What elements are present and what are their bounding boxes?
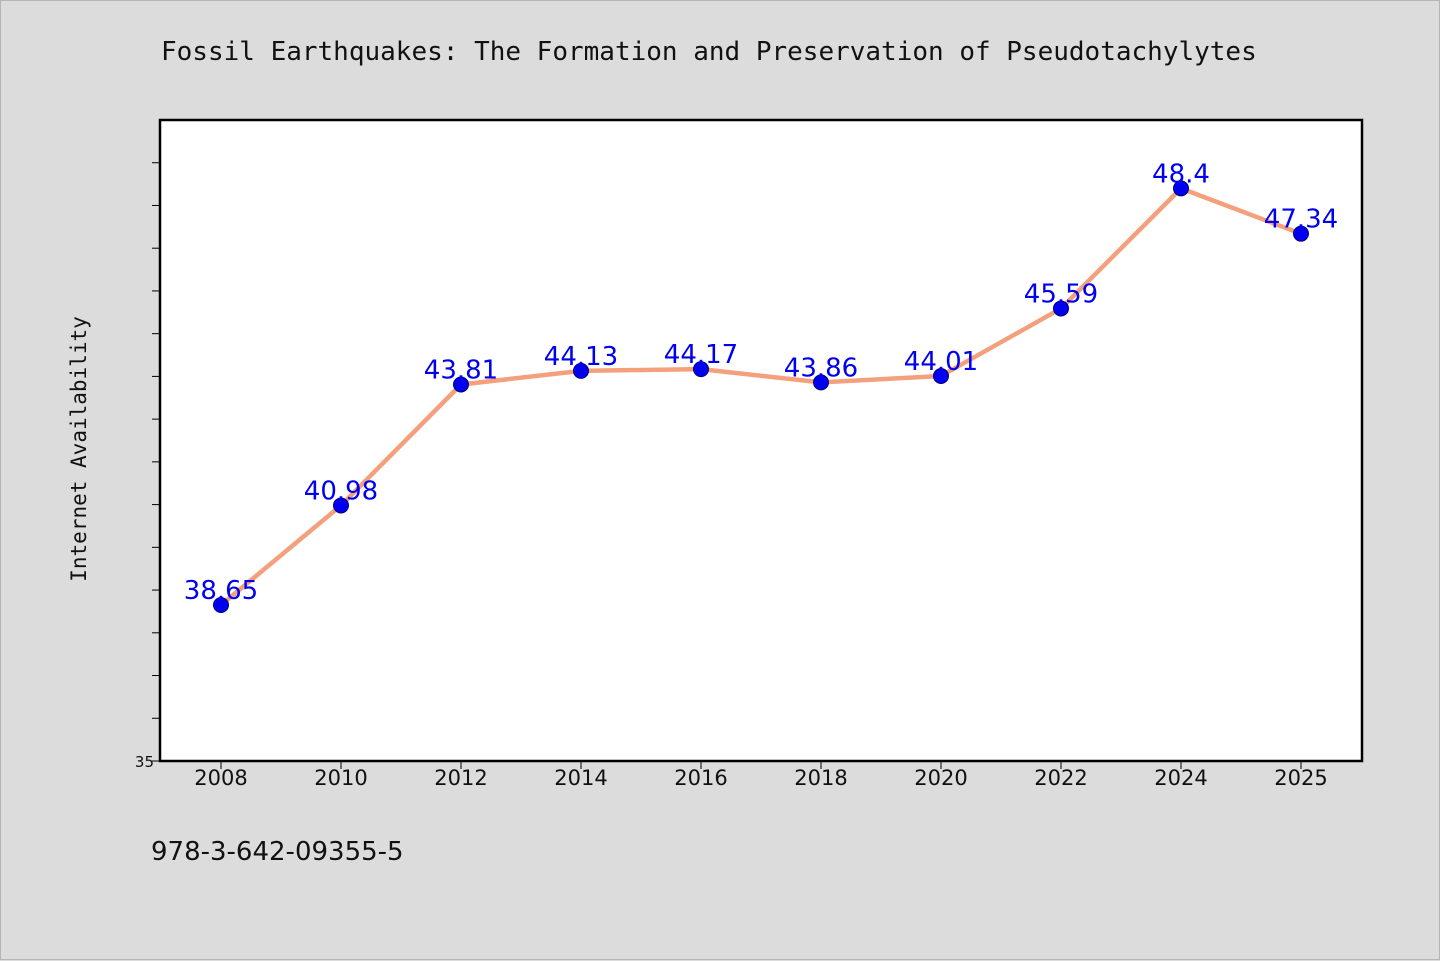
data-point	[453, 376, 469, 393]
data-point	[573, 362, 589, 379]
x-tick-label: 2012	[434, 766, 487, 790]
isbn-text: 978-3-642-09355-5	[151, 837, 404, 867]
data-point	[933, 367, 949, 384]
data-label: 44.01	[904, 347, 978, 377]
data-point	[813, 374, 829, 391]
data-label: 38.65	[184, 576, 258, 606]
x-tick-label: 2016	[674, 766, 727, 790]
y-axis-ticks: 35	[135, 162, 160, 771]
data-label: 44.13	[544, 342, 618, 372]
x-tick-label: 2024	[1154, 766, 1207, 790]
x-axis-ticks: 2008 2010 2012 2014 2016 2018 2020 2022 2024 2025	[194, 761, 1328, 790]
x-tick-label: 2010	[314, 766, 367, 790]
data-label: 44.17	[664, 340, 738, 370]
x-tick-label: 2022	[1034, 766, 1087, 790]
x-tick-label: 2008	[194, 766, 247, 790]
y-tick-label: 35	[135, 753, 154, 771]
data-point	[1053, 300, 1069, 317]
data-label: 47.34	[1264, 205, 1338, 235]
data-label: 43.81	[424, 356, 498, 386]
chart-title: Fossil Earthquakes: The Formation and Pr…	[161, 37, 1257, 67]
x-tick-label: 2020	[914, 766, 967, 790]
plot-area	[158, 118, 1364, 763]
data-label: 43.86	[784, 353, 858, 383]
data-point	[693, 361, 709, 378]
x-tick-label: 2014	[554, 766, 607, 790]
data-point	[1173, 180, 1189, 197]
data-label: 40.98	[304, 476, 378, 506]
series-line	[219, 186, 1302, 607]
data-points	[213, 180, 1309, 614]
data-point	[213, 597, 229, 614]
data-labels: 38.65 40.98 43.81 44.13 44.17 43.86 44.01 45.59…	[184, 159, 1338, 606]
data-point	[333, 497, 349, 514]
x-tick-label: 2025	[1274, 766, 1327, 790]
data-label: 48.4	[1152, 159, 1210, 189]
data-label: 45.59	[1024, 279, 1098, 309]
data-point	[1293, 225, 1309, 242]
x-tick-label: 2018	[794, 766, 847, 790]
